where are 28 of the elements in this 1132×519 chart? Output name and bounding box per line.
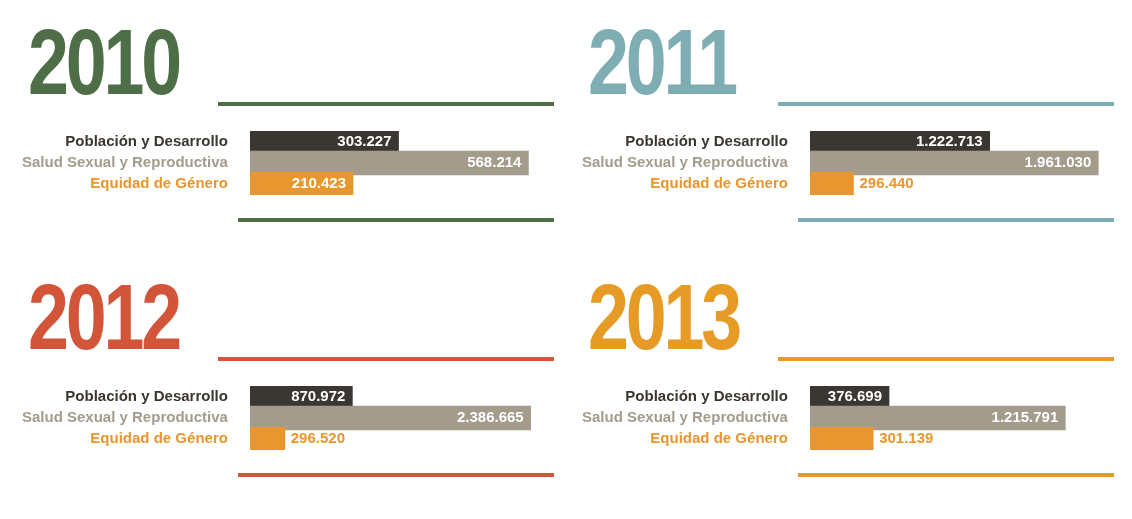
data-label: 1.961.030 (1024, 153, 1092, 171)
chart-title: 2011 (588, 11, 737, 113)
data-label: 210.423 (291, 174, 347, 192)
data-label: 870.972 (291, 386, 346, 404)
y-tick-label: Salud Sexual y Reproductiva (581, 408, 789, 426)
y-tick-label: Población y Desarrollo (65, 386, 228, 404)
data-label: 1.215.791 (991, 408, 1059, 426)
y-tick-label: Equidad de Género (650, 429, 788, 447)
y-tick-label: Población y Desarrollo (65, 131, 228, 149)
y-tick-label: Equidad de Género (90, 174, 228, 192)
chart-title: 2010 (28, 11, 180, 113)
data-label: 296.520 (290, 429, 346, 447)
y-tick-label: Equidad de Género (90, 429, 228, 447)
y-tick-label: Población y Desarrollo (625, 386, 788, 404)
y-tick-label: Salud Sexual y Reproductiva (21, 408, 229, 426)
y-tick-label: Salud Sexual y Reproductiva (581, 153, 789, 171)
chart-title: 2013 (588, 266, 740, 368)
y-tick-label: Salud Sexual y Reproductiva (21, 153, 229, 171)
data-label: 1.222.713 (915, 131, 983, 149)
y-tick-label: Población y Desarrollo (625, 131, 788, 149)
data-label: 376.699 (827, 386, 883, 404)
data-label: 2.386.665 (456, 408, 524, 426)
y-tick-label: Equidad de Género (650, 174, 788, 192)
data-label: 301.139 (879, 429, 934, 447)
data-label: 568.214 (467, 153, 523, 171)
chart-title: 2012 (28, 266, 180, 368)
data-label: 303.227 (337, 131, 392, 149)
data-label: 296.440 (859, 174, 914, 192)
